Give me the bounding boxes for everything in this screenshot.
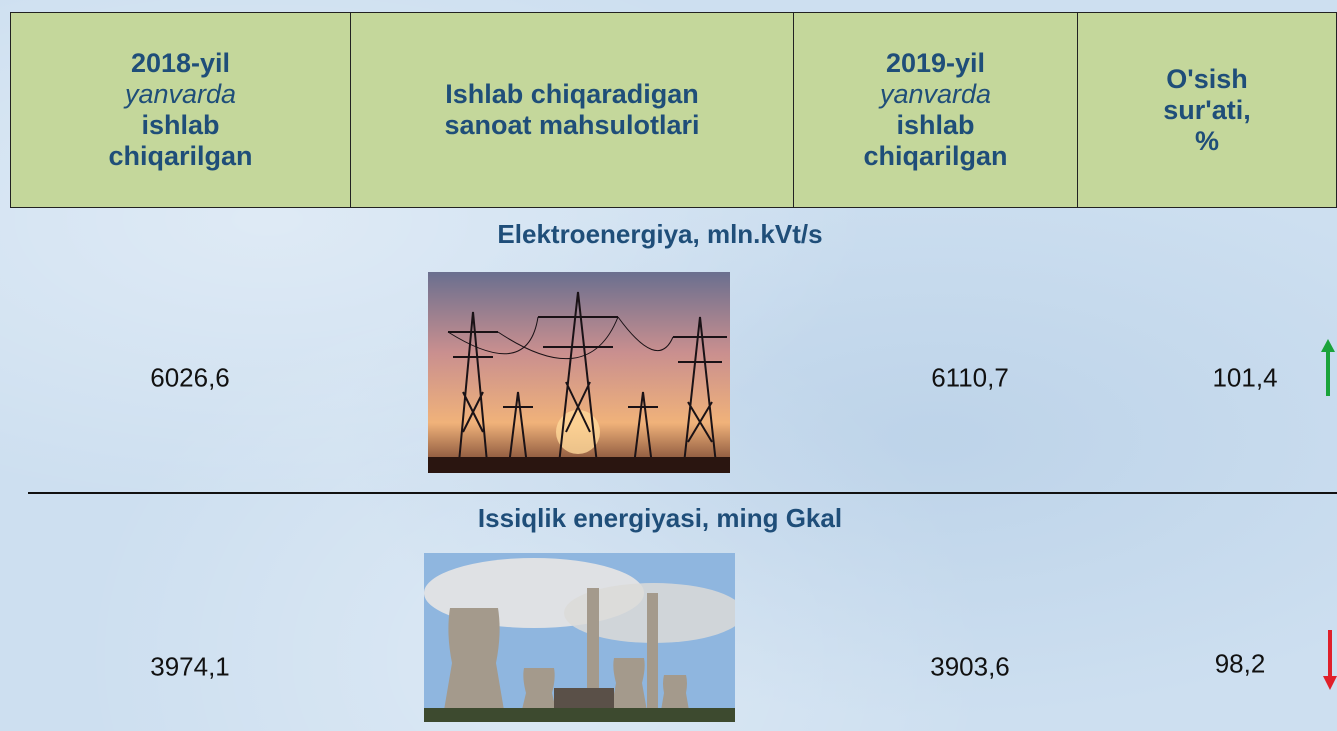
header-cell: O'sish sur'ati,% bbox=[1077, 12, 1337, 208]
section-title: Issiqlik energiyasi, ming Gkal bbox=[477, 503, 843, 533]
header-text: ishlab bbox=[141, 110, 220, 140]
value-2019: 3903,6 bbox=[930, 651, 1010, 682]
value-2018: 3974,1 bbox=[150, 651, 230, 682]
header-cell: Ishlab chiqaradigan sanoat mahsulotlari bbox=[350, 12, 794, 208]
header-text: ishlab bbox=[896, 110, 975, 140]
growth: 101,4 bbox=[1212, 362, 1278, 393]
header-cell: 2018-yil yanvarda ishlab chiqarilgan bbox=[10, 12, 351, 208]
header-text: chiqarilgan bbox=[863, 141, 1008, 171]
header-cell: 2019-yil yanvarda ishlab chiqarilgan bbox=[793, 12, 1078, 208]
header-text: yanvarda bbox=[124, 79, 237, 109]
header-text: % bbox=[1194, 125, 1219, 156]
image-power-plant bbox=[424, 553, 735, 722]
header-text: Ishlab chiqaradigan bbox=[445, 79, 699, 109]
value-2019: 6110,7 bbox=[931, 362, 1009, 393]
header-text: sanoat mahsulotlari bbox=[444, 110, 700, 140]
header-text: 2019-yil bbox=[885, 48, 986, 78]
arrow-up bbox=[1321, 339, 1335, 396]
header-text: yanvarda bbox=[879, 79, 992, 109]
image-power-lines bbox=[428, 272, 730, 473]
header-text: chiqarilgan bbox=[108, 141, 253, 171]
header-text: sur'ati, bbox=[1163, 94, 1251, 125]
arrow-down bbox=[1323, 630, 1337, 690]
value-2018: 6026,6 bbox=[150, 362, 230, 393]
divider bbox=[28, 492, 1337, 494]
section-title: Elektroenergiya, mln.kVt/s bbox=[497, 219, 823, 249]
header-text: O'sish bbox=[1166, 63, 1248, 94]
growth: 98,2 bbox=[1214, 648, 1266, 679]
header-text: 2018-yil bbox=[130, 48, 231, 78]
